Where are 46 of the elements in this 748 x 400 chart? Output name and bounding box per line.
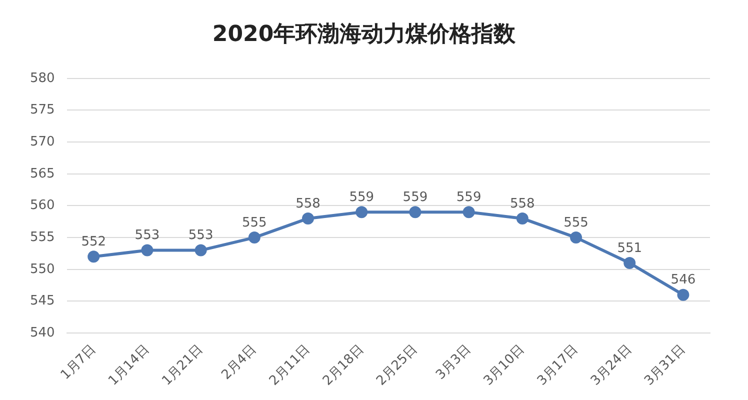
- data-label: 552: [81, 234, 106, 250]
- point: [624, 257, 636, 270]
- x-tick-label: 3月31日: [642, 342, 688, 389]
- point: [194, 244, 207, 256]
- data-label: 553: [134, 228, 160, 244]
- x-tick-label: 1月14日: [106, 342, 152, 389]
- x-tick-label: 2月18日: [320, 342, 367, 389]
- y-tick-label: 545: [30, 294, 55, 309]
- data-label: 559: [456, 190, 482, 205]
- point: [356, 206, 368, 218]
- data-label: 551: [617, 240, 642, 256]
- data-label: 558: [510, 196, 535, 212]
- data-label: 558: [296, 196, 320, 212]
- x-tick-label: 1月21日: [159, 342, 206, 389]
- y-tick-label: 560: [30, 198, 55, 214]
- y-tick-label: 575: [30, 102, 55, 118]
- x-tick-label: 3月10日: [481, 342, 528, 389]
- x-tick-label: 3月17日: [534, 342, 582, 389]
- data-label: 553: [188, 228, 214, 244]
- point: [677, 288, 690, 301]
- point: [462, 206, 475, 218]
- point: [516, 212, 528, 224]
- chart-title: 2020年环渤海动力煤价格指数: [212, 22, 517, 47]
- x-tick-label: 1月7日: [58, 342, 99, 383]
- x-tick-label: 3月3日: [433, 342, 474, 383]
- point: [141, 244, 154, 256]
- x-tick-label: 2月4日: [218, 342, 260, 383]
- point: [409, 206, 422, 218]
- y-tick-label: 580: [30, 70, 55, 86]
- data-label: 559: [402, 190, 428, 205]
- data-label: 555: [242, 215, 267, 230]
- y-tick-label: 570: [30, 134, 55, 150]
- data-label: 546: [670, 272, 696, 288]
- x-tick-label: 2月11日: [266, 342, 314, 389]
- y-tick-label: 550: [30, 262, 55, 277]
- point: [570, 232, 582, 244]
- data-label: 555: [564, 215, 588, 230]
- data-label: 559: [349, 190, 374, 205]
- x-tick-label: 3月24日: [588, 342, 635, 389]
- y-tick-label: 555: [30, 230, 55, 245]
- y-tick-label: 540: [30, 325, 55, 340]
- y-tick-label: 565: [30, 166, 55, 182]
- x-tick-label: 2月25日: [374, 342, 420, 389]
- point: [302, 212, 314, 224]
- point: [88, 250, 100, 263]
- point: [248, 232, 260, 244]
